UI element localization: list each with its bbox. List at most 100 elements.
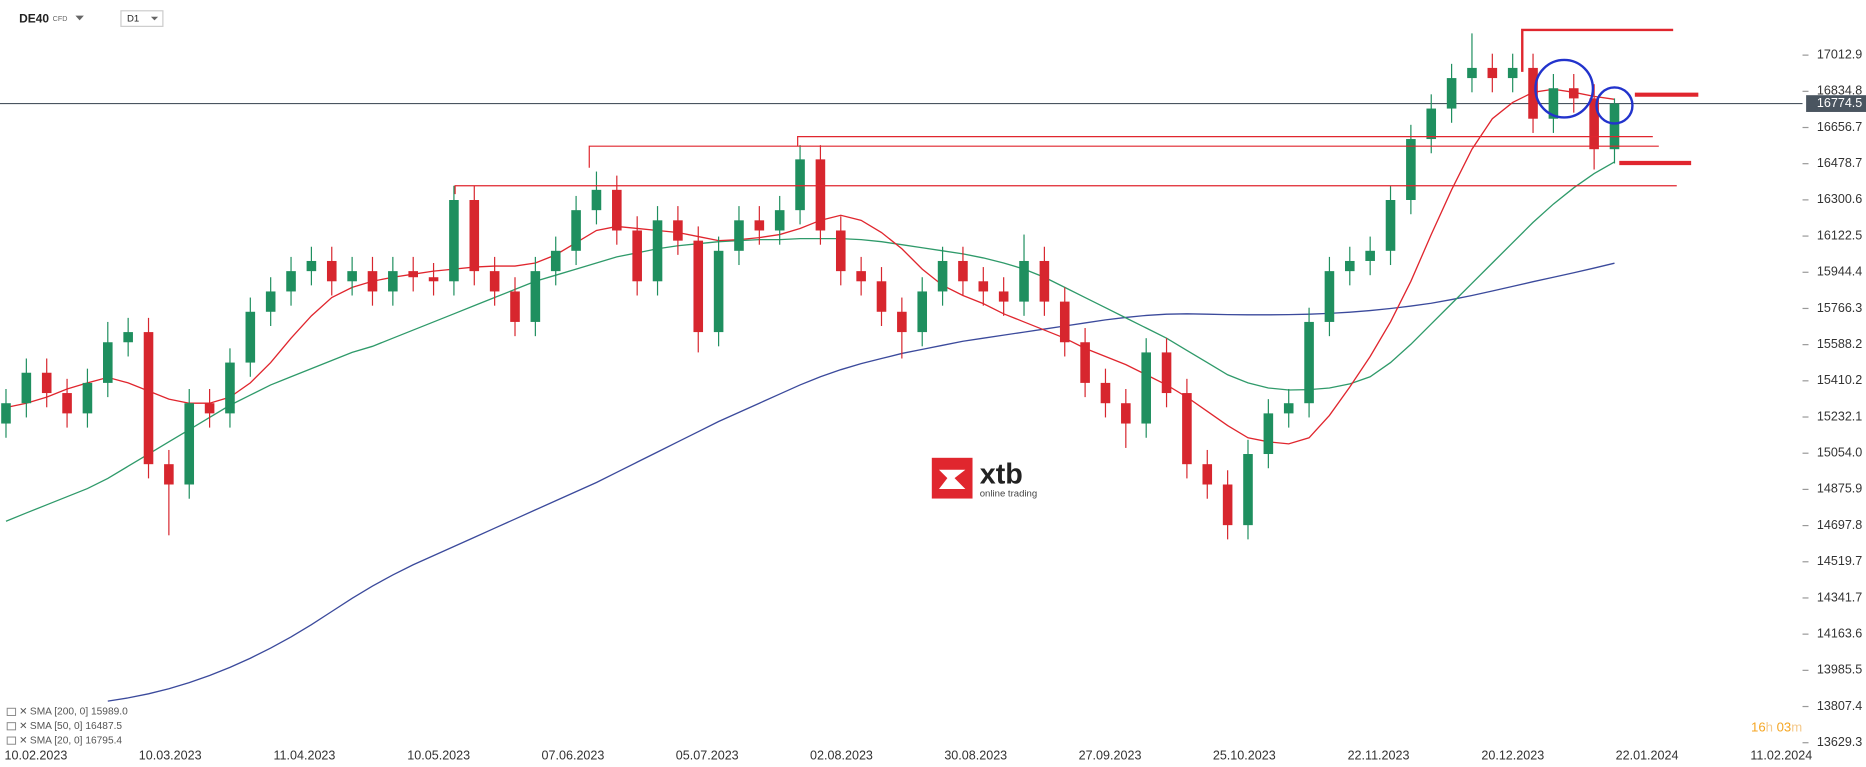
logo-icon [938, 469, 966, 489]
candle-body [245, 311, 256, 363]
legend-icon [6, 707, 17, 716]
candle-body [347, 271, 357, 282]
candle-body [449, 200, 459, 282]
candle-body [632, 230, 642, 282]
candle-body [306, 260, 317, 272]
candle-body [876, 281, 887, 312]
y-tick-label: 15410.2 [1817, 373, 1862, 387]
candle-body [1080, 342, 1090, 383]
level-line [588, 145, 1659, 168]
symbol[interactable]: DE40 [19, 11, 49, 25]
x-tick-label: 07.06.2023 [542, 749, 605, 763]
candle-body [367, 271, 378, 292]
interval-box[interactable] [120, 10, 164, 27]
candle-body [1059, 301, 1070, 343]
candle-body [1100, 382, 1111, 404]
x-tick-label: 22.01.2024 [1616, 749, 1679, 763]
x-tick-label: 25.10.2023 [1213, 749, 1276, 763]
legend-icon [6, 736, 17, 745]
candle-body [21, 372, 32, 404]
highlights [1534, 58, 1634, 125]
candle-body [1589, 98, 1599, 150]
legend-label: SMA [20, 0] 16795.4 [30, 735, 122, 746]
level-line [454, 185, 1677, 195]
y-tick-label: 14341.7 [1817, 590, 1862, 604]
candle-body [815, 159, 826, 231]
candle-body [1263, 413, 1274, 455]
y-tick-label: 15766.3 [1817, 301, 1862, 315]
candle-body [1141, 352, 1151, 424]
logo-text: xtb [980, 458, 1023, 490]
candle-body [469, 200, 480, 272]
candle-body [591, 189, 602, 211]
x-tick-label: 10.02.2023 [5, 749, 68, 763]
candle-body [62, 393, 72, 414]
candle-body [1548, 88, 1559, 119]
x-tick-label: 02.08.2023 [810, 749, 873, 763]
x-tick-label: 30.08.2023 [944, 749, 1007, 763]
candle-body [41, 372, 52, 394]
y-tick-label: 15588.2 [1817, 337, 1862, 351]
candle-body [103, 342, 113, 383]
y-tick-label: 16834.8 [1817, 84, 1862, 98]
candle-body [265, 291, 276, 312]
candle-body [225, 362, 235, 414]
candle-body [164, 464, 174, 485]
axes: 17012.9 16834.8 16656.7 16478.7 16300.6 16122… [0, 47, 1866, 763]
candle-body [1507, 67, 1518, 79]
legend-close[interactable]: ✕ [19, 721, 28, 732]
interval[interactable]: D1 [127, 14, 139, 25]
x-tick-label: 20.12.2023 [1481, 749, 1544, 763]
candle-body [1528, 67, 1538, 119]
candle-body [1283, 403, 1294, 414]
candle-body [998, 291, 1009, 302]
resistance-line [1521, 28, 1674, 72]
indicators [5, 88, 1615, 702]
candle-body [774, 210, 785, 231]
candle-body [713, 250, 724, 333]
dropdown-arrow[interactable] [150, 16, 159, 21]
candle-body [1385, 200, 1396, 251]
candle-body [1568, 88, 1579, 99]
candle-body [917, 291, 928, 333]
candle-body [1222, 484, 1233, 526]
x-tick-label: 22.11.2023 [1348, 749, 1410, 763]
countdown-unit: h [1766, 720, 1773, 735]
countdown-hours: 16 [1751, 720, 1766, 735]
candle-body [734, 220, 744, 251]
candle-body [1467, 67, 1477, 79]
y-tick-label: 14519.7 [1817, 554, 1862, 568]
x-tick-label: 05.07.2023 [676, 749, 739, 763]
candle-body [652, 220, 663, 282]
candle-body [1, 403, 11, 424]
logo-tagline: online trading [980, 488, 1037, 499]
y-tick-label: 13985.5 [1817, 663, 1862, 677]
candle-body [388, 271, 398, 292]
candle-body [1426, 108, 1437, 140]
legend-close[interactable]: ✕ [19, 707, 28, 718]
candle-body [673, 220, 683, 241]
candle-body [571, 210, 581, 251]
y-tick-label: 16300.6 [1817, 192, 1862, 206]
highlight-circle [1534, 58, 1595, 119]
y-tick-label: 16478.7 [1817, 156, 1862, 170]
candle-body [1304, 321, 1314, 404]
legend-close[interactable]: ✕ [19, 735, 28, 746]
candle-body [1406, 139, 1416, 201]
dropdown-arrow[interactable] [75, 15, 84, 21]
candle-body [408, 271, 418, 278]
candle-body [1446, 78, 1457, 109]
candle-body [754, 220, 765, 231]
candle-body [143, 332, 154, 465]
candle-body [958, 260, 968, 282]
x-tick-label: 10.03.2023 [139, 749, 202, 763]
y-tick-label: 15944.4 [1817, 265, 1862, 279]
instrument: CFD [53, 15, 68, 23]
legend: ✕ SMA [200, 0] 15989.0✕ SMA [50, 0] 16487.… [6, 707, 128, 746]
candle-body [1345, 260, 1355, 272]
candle-body [204, 403, 215, 414]
price-box [1806, 95, 1866, 112]
y-tick-label: 13807.4 [1817, 699, 1862, 713]
